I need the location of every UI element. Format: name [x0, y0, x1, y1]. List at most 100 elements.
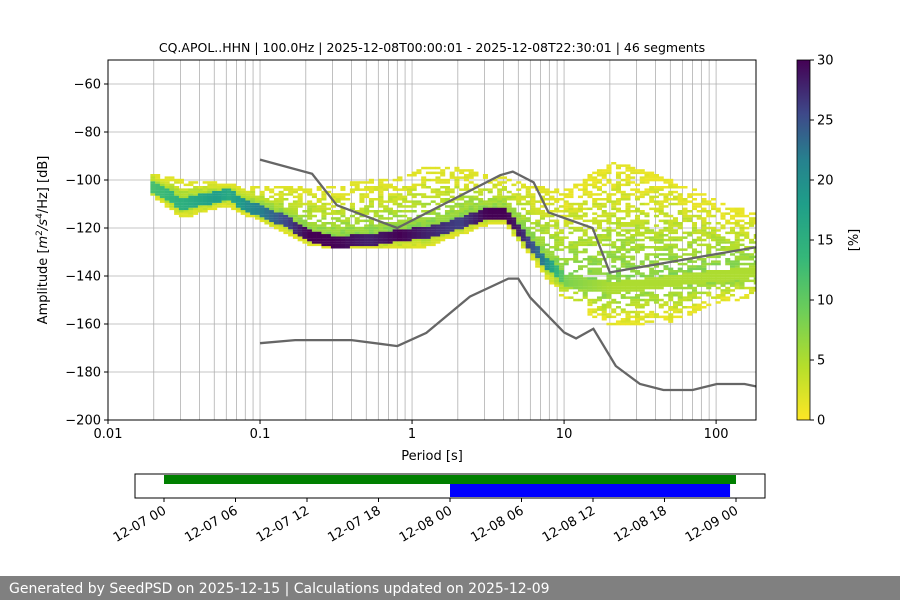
density-cell [725, 246, 731, 249]
density-cell [687, 310, 693, 314]
density-cell [568, 188, 574, 191]
density-cell [672, 238, 679, 242]
density-cell [696, 303, 702, 307]
density-cell [634, 171, 641, 175]
density-cell [639, 272, 645, 275]
density-cell [653, 255, 660, 259]
density-cell [734, 243, 740, 247]
density-cell [283, 214, 289, 218]
density-cell [454, 166, 460, 170]
density-cell [307, 238, 313, 242]
density-cell [397, 202, 403, 206]
density-cell [459, 231, 465, 235]
density-cell [644, 219, 650, 223]
density-cell [668, 243, 674, 247]
density-cell [530, 193, 536, 196]
density-cell [326, 207, 332, 211]
density-cell [710, 246, 717, 249]
density-cell [269, 195, 275, 199]
density-cell [658, 253, 664, 256]
density-cell [592, 284, 598, 287]
density-cell [554, 200, 560, 203]
density-cell [430, 236, 436, 239]
density-cell [326, 212, 332, 215]
density-cell [568, 250, 574, 254]
density-cell [245, 190, 251, 194]
density-cell [321, 224, 327, 227]
density-cell [563, 214, 569, 218]
density-cell [653, 277, 660, 280]
density-cell [592, 255, 598, 259]
density-cell [406, 217, 412, 220]
density-cell [316, 234, 322, 237]
density-cell [549, 274, 555, 278]
density-cell [269, 188, 275, 191]
density-cell [568, 258, 574, 261]
density-cell [392, 186, 398, 189]
density-cell [663, 195, 669, 199]
density-cell [454, 231, 460, 235]
density-cell [687, 234, 693, 237]
density-cell [596, 313, 603, 316]
density-cell [516, 224, 522, 227]
density-cell [364, 195, 370, 199]
density-cell [568, 274, 574, 278]
density-cell [687, 214, 693, 218]
density-cell [668, 258, 674, 261]
density-cell [440, 190, 446, 194]
density-cell [193, 188, 199, 191]
density-cell [748, 289, 755, 292]
density-cell [563, 284, 569, 287]
density-cell [573, 243, 579, 247]
density-cell [658, 286, 664, 290]
density-cell [492, 202, 498, 206]
density-cell [663, 301, 669, 304]
density-cell [501, 214, 507, 218]
density-cell [630, 303, 636, 307]
density-cell [335, 217, 341, 220]
density-cell [696, 282, 702, 285]
density-cell [330, 231, 336, 235]
density-cell [639, 226, 645, 230]
density-cell [544, 265, 550, 268]
density-cell [739, 212, 745, 215]
density-cell [649, 291, 655, 295]
density-cell [587, 308, 593, 311]
density-cell [425, 219, 431, 223]
density-cell [644, 298, 650, 302]
density-cell [530, 236, 536, 239]
density-cell [159, 195, 165, 199]
density-cell [340, 219, 346, 223]
density-cell [539, 231, 545, 235]
density-cell [649, 270, 655, 273]
density-cell [326, 234, 332, 237]
density-cell [644, 178, 650, 182]
density-cell [525, 217, 531, 220]
density-cell [639, 181, 645, 184]
density-cell [753, 212, 756, 215]
density-cell [463, 217, 469, 220]
density-cell [444, 222, 450, 225]
density-cell [311, 207, 317, 211]
density-cell [254, 198, 260, 201]
density-cell [563, 188, 569, 191]
density-cell [349, 229, 355, 232]
density-cell [753, 272, 756, 275]
density-cell [482, 222, 488, 225]
density-cell [430, 217, 436, 220]
density-cell [639, 306, 645, 309]
density-cell [478, 217, 484, 220]
density-cell [668, 274, 674, 278]
density-cell [378, 214, 384, 218]
density-cell [744, 234, 750, 237]
density-cell [459, 205, 465, 208]
density-cell [373, 198, 379, 201]
density-cell [696, 243, 702, 247]
density-cell [601, 315, 607, 319]
density-cell [672, 291, 679, 295]
density-cell [174, 178, 180, 182]
density-cell [311, 236, 317, 239]
density-cell [625, 205, 631, 208]
density-cell [634, 190, 641, 194]
density-cell [378, 234, 384, 237]
